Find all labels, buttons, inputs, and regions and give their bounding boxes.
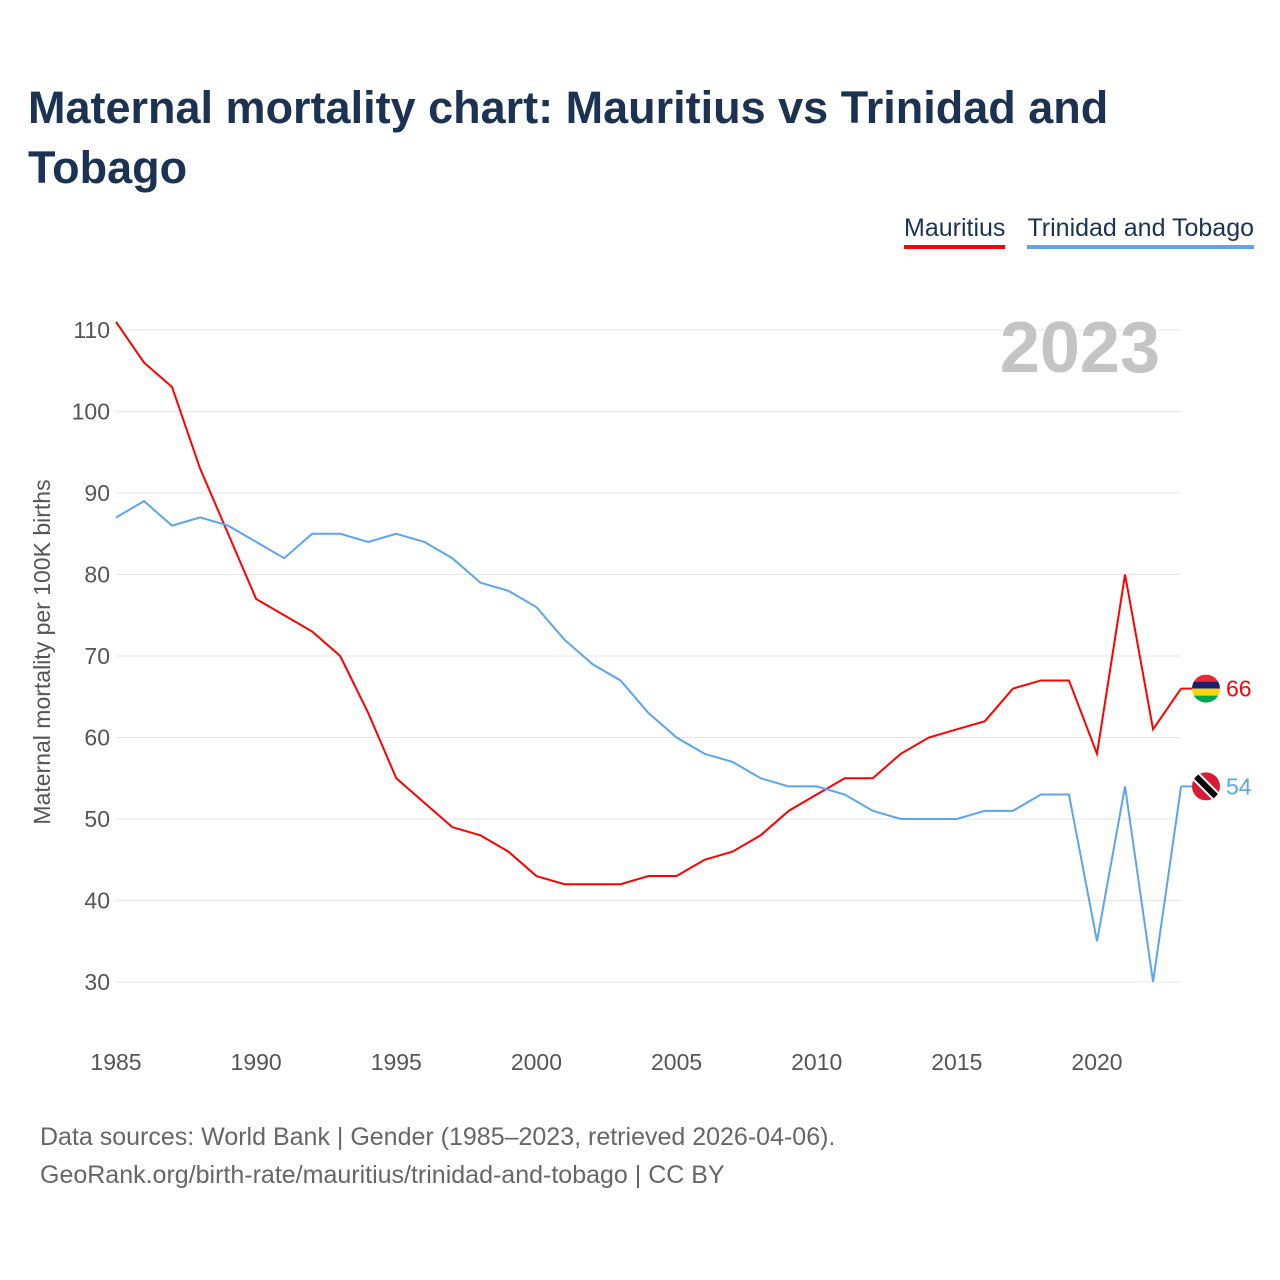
y-tick-label: 100 bbox=[72, 399, 110, 425]
y-tick-label: 40 bbox=[84, 888, 110, 914]
x-tick-label: 1995 bbox=[371, 1049, 422, 1075]
x-tick-label: 1985 bbox=[90, 1049, 141, 1075]
end-value-label: 66 bbox=[1226, 676, 1252, 702]
legend: Mauritius Trinidad and Tobago bbox=[904, 214, 1254, 249]
flag-black bbox=[1192, 772, 1220, 801]
end-value-label: 54 bbox=[1226, 773, 1252, 799]
flag-stripe bbox=[1192, 674, 1220, 682]
flag-body bbox=[1192, 674, 1220, 703]
x-tick-label: 2010 bbox=[791, 1049, 842, 1075]
series-line-mauritius bbox=[115, 321, 1182, 886]
x-tick-label: 2020 bbox=[1071, 1049, 1122, 1075]
x-tick-label: 2015 bbox=[931, 1049, 982, 1075]
y-tick-label: 30 bbox=[84, 969, 110, 995]
source-line-1: Data sources: World Bank | Gender (1985–… bbox=[40, 1123, 836, 1151]
mauritius-flag-icon bbox=[1192, 674, 1220, 703]
year-watermark: 2023 bbox=[1000, 308, 1160, 388]
flag-stripe bbox=[1192, 681, 1220, 689]
source-line-2[interactable]: GeoRank.org/birth-rate/mauritius/trinida… bbox=[40, 1161, 725, 1189]
x-tick-label: 1990 bbox=[231, 1049, 282, 1075]
series-line-trinidad-and-tobago bbox=[115, 499, 1183, 983]
flag-stripe bbox=[1192, 688, 1220, 696]
y-tick-label: 70 bbox=[84, 643, 110, 669]
flag-stripe bbox=[1192, 695, 1220, 703]
y-tick-label: 80 bbox=[84, 562, 110, 588]
y-tick-label: 50 bbox=[84, 806, 110, 832]
y-axis-label: Maternal mortality per 100K births bbox=[29, 479, 55, 824]
legend-trinidad-and-tobago[interactable]: Trinidad and Tobago bbox=[1027, 214, 1254, 249]
source-note: Data sources: World Bank | Gender (1985–… bbox=[40, 1118, 835, 1194]
x-tick-label: 2000 bbox=[511, 1049, 562, 1075]
trinidad-flag-icon bbox=[1192, 772, 1220, 801]
y-tick-label: 60 bbox=[84, 725, 110, 751]
legend-mauritius[interactable]: Mauritius bbox=[904, 214, 1006, 249]
y-tick-label: 90 bbox=[84, 480, 110, 506]
y-tick-label: 110 bbox=[73, 317, 110, 343]
flag-body bbox=[1192, 772, 1220, 801]
chart-title: Maternal mortality chart: Mauritius vs T… bbox=[28, 82, 1109, 193]
x-tick-label: 2005 bbox=[651, 1049, 702, 1075]
